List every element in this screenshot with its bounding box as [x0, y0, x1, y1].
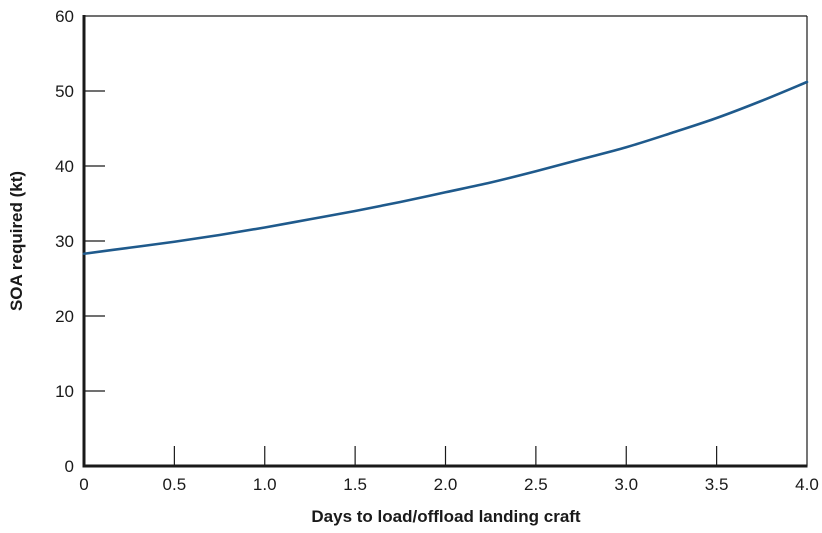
x-tick-label: 2.0 [434, 475, 458, 494]
x-tick-label: 2.5 [524, 475, 548, 494]
plot-frame [82, 15, 808, 468]
x-tick-label: 0 [79, 475, 88, 494]
y-tick-label: 50 [55, 82, 74, 101]
x-tick-label: 3.5 [705, 475, 729, 494]
y-tick-label: 30 [55, 232, 74, 251]
x-tick-label: 1.5 [343, 475, 367, 494]
x-tick-label: 0.5 [163, 475, 187, 494]
y-axis-title: SOA required (kt) [7, 171, 26, 311]
x-tick-label: 4.0 [795, 475, 819, 494]
series-layer [82, 80, 809, 256]
y-tick-label: 40 [55, 157, 74, 176]
x-tick-label: 1.0 [253, 475, 277, 494]
x-tick-label: 3.0 [614, 475, 638, 494]
series-line [82, 80, 809, 256]
y-tick-label: 10 [55, 382, 74, 401]
x-axis-title: Days to load/offload landing craft [311, 507, 581, 526]
y-tick-label: 60 [55, 7, 74, 26]
axis-ticks: 0 0.5 1.0 1.5 2.0 2.5 3.0 3.5 4.0 0 10 20 30 40 50 60 [55, 7, 819, 494]
y-tick-label: 20 [55, 307, 74, 326]
y-tick-label: 0 [65, 457, 74, 476]
